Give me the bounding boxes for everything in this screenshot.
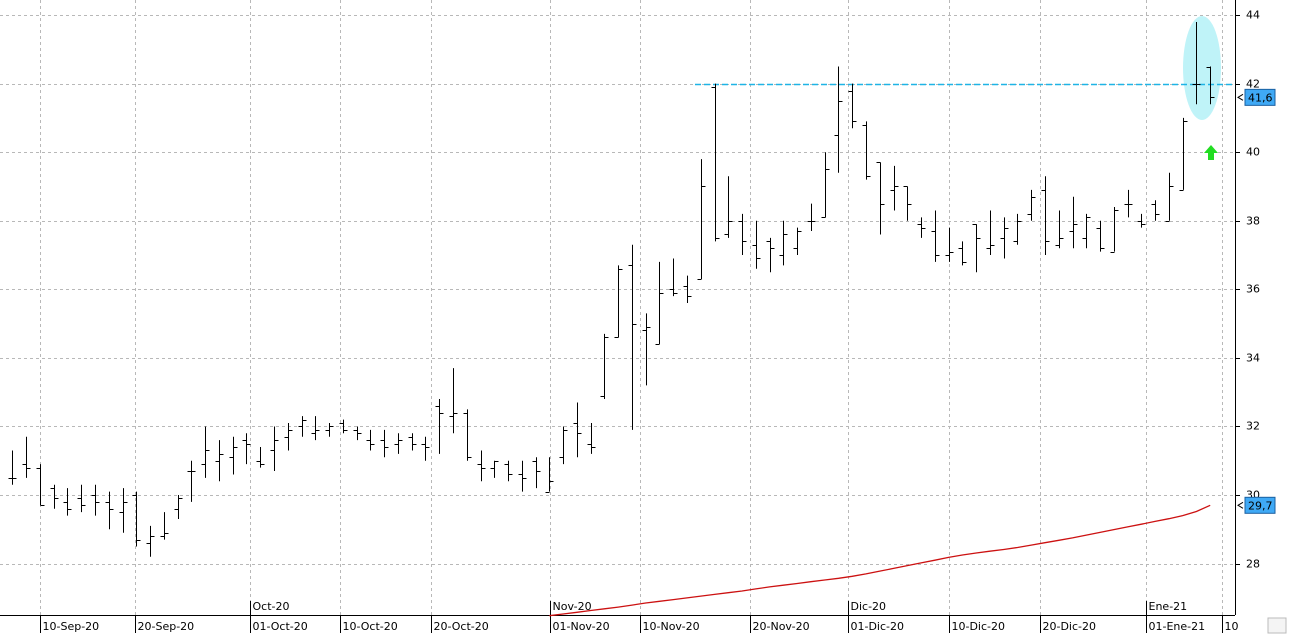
x-tick-label: 20-Dic-20 xyxy=(1043,620,1097,633)
month-tick-label: Ene-21 xyxy=(1149,600,1188,613)
x-tick-label: 10 xyxy=(1225,620,1239,633)
value-label: 29,7 xyxy=(1248,499,1273,512)
y-tick-label: 28 xyxy=(1246,558,1260,571)
x-tick-label: 10-Dic-20 xyxy=(952,620,1006,633)
x-tick-label: 10-Nov-20 xyxy=(643,620,700,633)
moving-average-line xyxy=(549,504,1211,617)
month-tick-label: Oct-20 xyxy=(253,600,290,613)
value-label-box xyxy=(1244,496,1276,514)
highlight-ellipse xyxy=(1183,16,1221,120)
x-tick-label: 20-Oct-20 xyxy=(434,620,489,633)
x-tick-label: 20-Nov-20 xyxy=(753,620,810,633)
y-tick-label: 40 xyxy=(1246,146,1260,159)
y-tick-label: 42 xyxy=(1246,78,1260,91)
y-tick-label: 36 xyxy=(1246,283,1260,296)
month-tick-label: Nov-20 xyxy=(553,600,592,613)
x-tick-label: 01-Dic-20 xyxy=(851,620,905,633)
label-pointer xyxy=(1237,501,1244,509)
x-tick-label: 10-Sep-20 xyxy=(43,620,100,633)
y-tick-label: 38 xyxy=(1246,215,1260,228)
month-tick-label: Dic-20 xyxy=(851,600,887,613)
y-tick-label: 34 xyxy=(1246,352,1260,365)
label-pointer xyxy=(1237,93,1244,101)
x-tick-label: 01-Nov-20 xyxy=(553,620,610,633)
value-label: 41,6 xyxy=(1248,91,1273,104)
x-tick-label: 20-Sep-20 xyxy=(138,620,195,633)
x-tick-label: 10-Oct-20 xyxy=(343,620,398,633)
x-tick-label: 01-Ene-21 xyxy=(1149,620,1206,633)
y-tick-label: 32 xyxy=(1246,420,1260,433)
value-label-box xyxy=(1244,88,1276,106)
y-tick-label: 44 xyxy=(1246,9,1260,22)
corner-icon xyxy=(1267,617,1287,634)
up-arrow xyxy=(1204,145,1218,160)
x-tick-label: 01-Oct-20 xyxy=(253,620,308,633)
